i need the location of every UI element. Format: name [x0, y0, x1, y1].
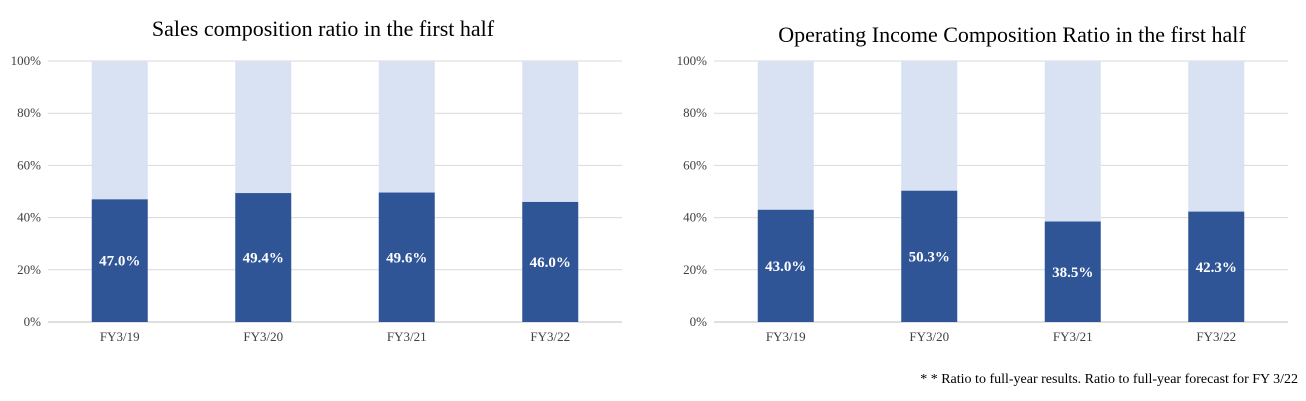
x-tick-label: FY3/20 — [243, 329, 283, 344]
y-tick-label: 60% — [17, 157, 41, 172]
y-tick-label: 20% — [683, 262, 707, 277]
footnote: * * Ratio to full-year results. Ratio to… — [920, 372, 1298, 387]
y-tick-label: 0% — [690, 314, 708, 329]
bar-remainder — [757, 61, 814, 210]
chart-title: Operating Income Composition Ratio in th… — [778, 22, 1246, 47]
y-tick-label: 80% — [683, 105, 707, 120]
x-tick-label: FY3/21 — [1053, 329, 1093, 344]
y-tick-label: 100% — [11, 53, 42, 68]
bar-remainder — [235, 61, 292, 194]
bar — [91, 199, 148, 322]
y-tick-label: 60% — [683, 157, 707, 172]
bar — [1188, 211, 1245, 322]
y-tick-label: 0% — [24, 314, 42, 329]
bar — [1044, 221, 1101, 322]
bar-remainder — [522, 61, 579, 202]
bar — [901, 190, 958, 322]
operating-income-composition-chart-svg: Operating Income Composition Ratio in th… — [677, 22, 1288, 344]
bar-remainder — [378, 61, 435, 193]
bar-value-label: 43.0% — [765, 259, 806, 275]
y-tick-label: 40% — [683, 210, 707, 225]
chart-title: Sales composition ratio in the first hal… — [152, 16, 495, 41]
bar-value-label: 50.3% — [909, 249, 950, 265]
bar-remainder — [901, 61, 958, 191]
bar — [378, 192, 435, 322]
operating-income-composition-chart: Operating Income Composition Ratio in th… — [666, 0, 1306, 360]
y-tick-label: 80% — [17, 105, 41, 120]
bar — [757, 209, 814, 322]
x-tick-label: FY3/21 — [387, 329, 427, 344]
bar-remainder — [91, 61, 148, 200]
bar-remainder — [1044, 61, 1101, 222]
x-tick-label: FY3/20 — [909, 329, 949, 344]
y-tick-label: 100% — [677, 53, 708, 68]
bar — [522, 201, 579, 322]
x-tick-label: FY3/22 — [1196, 329, 1236, 344]
x-tick-label: FY3/19 — [766, 329, 806, 344]
bar-value-label: 47.0% — [99, 254, 140, 270]
bar-value-label: 49.4% — [243, 251, 284, 267]
bar — [235, 193, 292, 322]
bar-value-label: 46.0% — [530, 255, 571, 271]
sales-composition-chart-svg: Sales composition ratio in the first hal… — [11, 16, 622, 344]
x-tick-label: FY3/19 — [100, 329, 140, 344]
bar-value-label: 49.6% — [386, 250, 427, 266]
sales-composition-chart: Sales composition ratio in the first hal… — [0, 0, 640, 360]
bar-value-label: 42.3% — [1196, 260, 1237, 276]
bar-value-label: 38.5% — [1052, 265, 1093, 281]
y-tick-label: 40% — [17, 210, 41, 225]
bar-remainder — [1188, 61, 1245, 212]
y-tick-label: 20% — [17, 262, 41, 277]
x-tick-label: FY3/22 — [530, 329, 570, 344]
